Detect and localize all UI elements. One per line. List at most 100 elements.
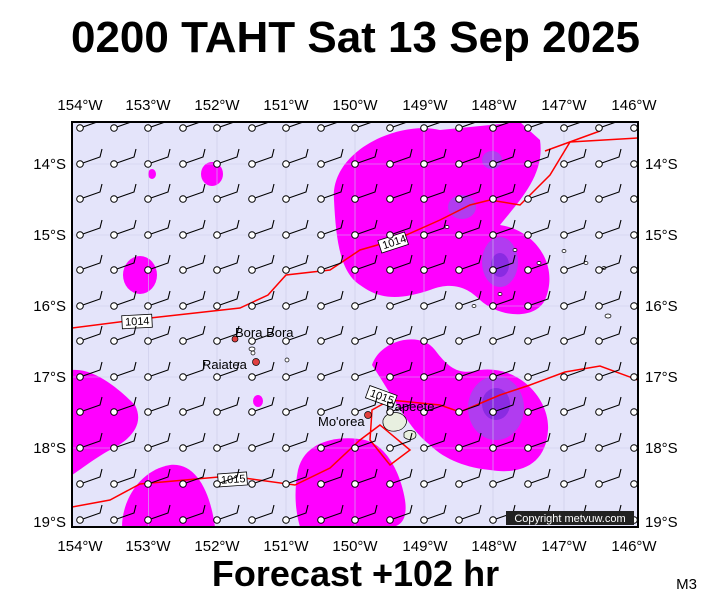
wind-barb — [595, 254, 622, 274]
wind-barb — [455, 122, 478, 132]
wind-barb — [560, 254, 587, 274]
isobar-label: 1014 — [125, 315, 150, 328]
wind-barb — [595, 122, 618, 132]
wind-barb — [179, 432, 206, 452]
rain-area-west — [72, 369, 139, 475]
wind-barb — [420, 432, 447, 452]
lon-label: 149°W — [402, 538, 448, 555]
wind-barb — [489, 254, 516, 274]
tahiti-iti-island — [403, 430, 417, 440]
wind-barb — [420, 468, 447, 488]
wind-barb — [420, 183, 447, 203]
rain-areas — [72, 122, 550, 527]
wind-barb — [317, 504, 344, 524]
wind-barb — [76, 148, 103, 168]
wind-barb — [560, 290, 587, 310]
wind-barb — [560, 396, 587, 416]
wind-barb — [595, 468, 622, 488]
wind-barb — [317, 325, 344, 345]
copyright-text: Copyright metvuw.com — [514, 513, 625, 525]
wind-barb — [489, 396, 516, 416]
wind-barb — [179, 361, 206, 381]
wind-barb — [386, 122, 409, 132]
wind-barb — [110, 432, 137, 452]
place-labels: Bora Bora Raiatea Mo'orea Papeete — [202, 325, 434, 429]
wind-barb — [524, 432, 551, 452]
wind-barb — [524, 468, 551, 488]
wind-barb — [455, 219, 482, 239]
lat-label: 17°S — [33, 369, 66, 386]
lat-label: 14°S — [645, 156, 678, 173]
wind-barb — [560, 325, 587, 345]
wind-barb — [213, 122, 236, 132]
raiatea-island — [252, 358, 260, 366]
wind-barb — [455, 432, 482, 452]
lon-label: 151°W — [263, 538, 309, 555]
wind-barb — [595, 361, 622, 381]
wind-barb — [524, 148, 551, 168]
wind-barb — [560, 468, 587, 488]
wind-barb — [213, 325, 240, 345]
wind-barb — [213, 148, 240, 168]
wind-barb — [317, 432, 344, 452]
wind-barb — [110, 122, 133, 132]
wind-barb — [282, 396, 309, 416]
wind-barb — [76, 504, 103, 524]
rain-blob-2 — [201, 162, 223, 186]
rain-area-south-center — [295, 438, 406, 527]
model-label: M3 — [676, 576, 697, 593]
wind-barb — [282, 504, 309, 524]
wind-barb — [386, 504, 413, 524]
wind-barb — [76, 122, 99, 132]
place-label-papeete: Papeete — [386, 399, 434, 414]
wind-barb — [110, 361, 137, 381]
wind-barb — [489, 122, 512, 132]
wind-barb — [144, 183, 171, 203]
rain-blob-3 — [148, 169, 156, 179]
wind-barb — [351, 325, 378, 345]
wind-barb — [213, 361, 240, 381]
rain-area-southwest — [122, 464, 215, 527]
wind-barb — [351, 290, 378, 310]
wind-barb — [213, 432, 240, 452]
lon-labels-top: 154°W 153°W 152°W 151°W 150°W 149°W 148°… — [57, 97, 657, 114]
wind-barb — [420, 148, 447, 168]
wind-barb — [248, 219, 275, 239]
wind-barb — [248, 504, 275, 524]
wind-barb — [248, 122, 271, 132]
wind-barb — [595, 432, 622, 452]
wind-barb — [76, 219, 103, 239]
wind-barb — [351, 468, 378, 488]
wind-barb — [282, 122, 305, 132]
wind-barb — [386, 254, 413, 274]
wind-barb — [560, 432, 587, 452]
wind-barb — [76, 361, 103, 381]
wind-barb — [455, 361, 482, 381]
wind-barb — [386, 148, 413, 168]
wind-barb — [179, 183, 206, 203]
wind-barb — [144, 432, 171, 452]
wind-barb — [524, 219, 551, 239]
lat-label: 14°S — [33, 156, 66, 173]
wind-barb — [144, 122, 167, 132]
wind-barb — [351, 396, 378, 416]
wind-barb — [110, 504, 137, 524]
wind-barb — [282, 468, 309, 488]
wind-barb — [76, 290, 103, 310]
lon-label: 153°W — [125, 97, 171, 114]
wind-barb — [213, 504, 240, 524]
wind-barb — [351, 361, 378, 381]
wind-barb — [420, 219, 447, 239]
wind-barb — [110, 148, 137, 168]
wind-barb — [144, 219, 171, 239]
wind-barb — [179, 504, 206, 524]
wind-barb — [317, 122, 340, 132]
wind-barb — [76, 254, 103, 274]
wind-barb — [213, 254, 240, 274]
lon-label: 150°W — [332, 97, 378, 114]
wind-barb — [110, 183, 137, 203]
wind-barb — [595, 396, 622, 416]
wind-barb — [351, 254, 378, 274]
wind-barb — [248, 183, 275, 203]
wind-barb — [455, 254, 482, 274]
